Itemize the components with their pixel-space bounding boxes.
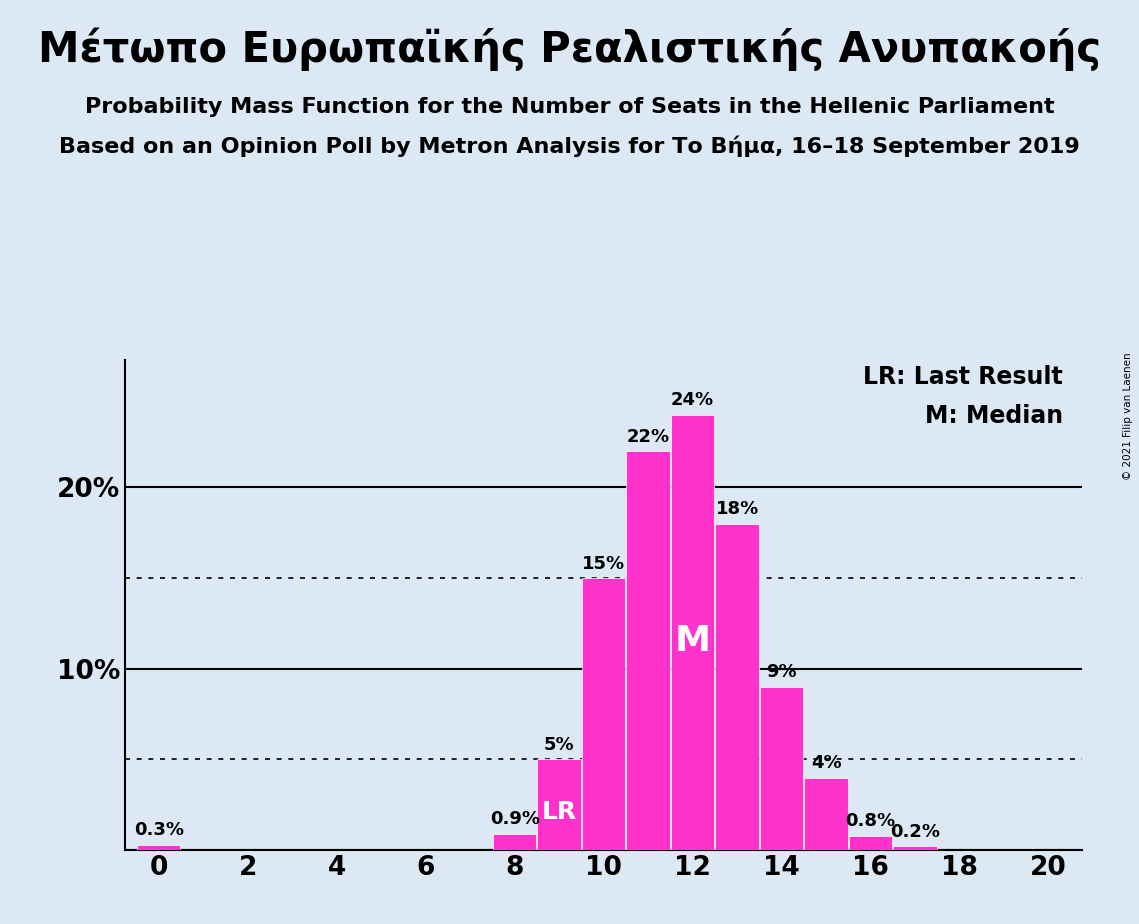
Text: © 2021 Filip van Laenen: © 2021 Filip van Laenen	[1123, 352, 1133, 480]
Text: 15%: 15%	[582, 554, 625, 573]
Text: 0.9%: 0.9%	[490, 810, 540, 828]
Text: Based on an Opinion Poll by Metron Analysis for Το Βήμα, 16–18 September 2019: Based on an Opinion Poll by Metron Analy…	[59, 136, 1080, 157]
Bar	[804, 777, 847, 850]
Text: 9%: 9%	[767, 663, 797, 681]
Bar	[760, 687, 803, 850]
Bar	[715, 524, 759, 850]
Bar	[582, 578, 625, 850]
Bar	[849, 835, 893, 850]
Text: Μέτωπο Ευρωπαϊκής Ρεαλιστικής Ανυπακοής: Μέτωπο Ευρωπαϊκής Ρεαλιστικής Ανυπακοής	[38, 28, 1101, 71]
Text: 0.2%: 0.2%	[891, 823, 940, 841]
Bar	[493, 833, 536, 850]
Text: 24%: 24%	[671, 392, 714, 409]
Text: 18%: 18%	[715, 500, 759, 518]
Text: Probability Mass Function for the Number of Seats in the Hellenic Parliament: Probability Mass Function for the Number…	[84, 97, 1055, 117]
Text: LR: Last Result: LR: Last Result	[863, 365, 1063, 389]
Text: M: M	[674, 624, 711, 658]
Bar	[893, 846, 937, 850]
Text: 0.8%: 0.8%	[845, 812, 895, 830]
Text: 22%: 22%	[626, 428, 670, 445]
Text: 4%: 4%	[811, 754, 842, 772]
Bar	[538, 760, 581, 850]
Text: LR: LR	[542, 800, 576, 824]
Bar	[626, 451, 670, 850]
Text: 0.3%: 0.3%	[133, 821, 183, 839]
Text: 5%: 5%	[543, 736, 574, 754]
Bar	[671, 415, 714, 850]
Bar	[137, 845, 180, 850]
Text: M: Median: M: Median	[925, 405, 1063, 429]
